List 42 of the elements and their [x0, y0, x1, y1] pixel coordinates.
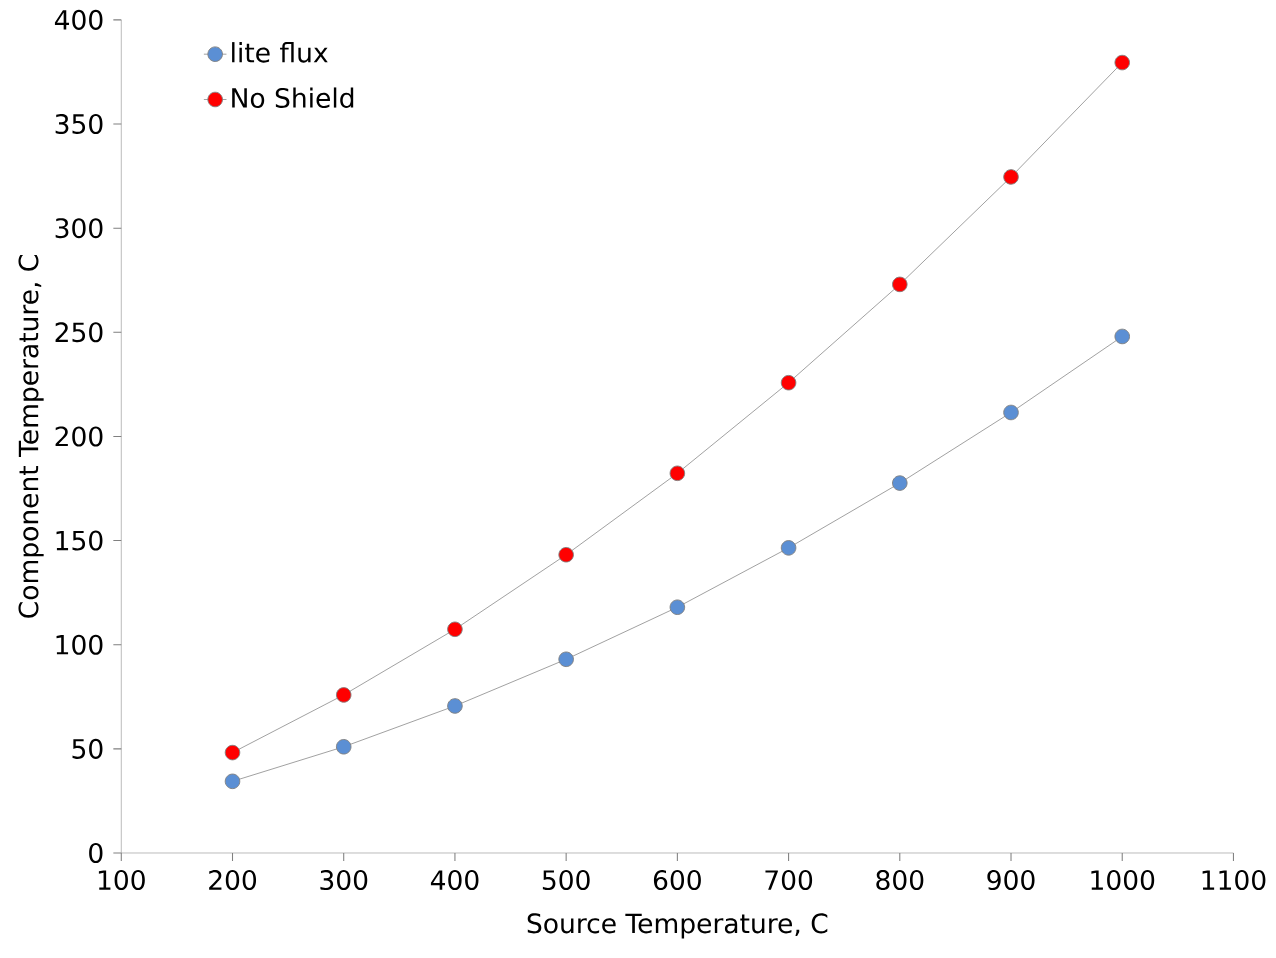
point: [780, 374, 797, 391]
y-tick-label: 400: [54, 9, 103, 30]
x-axis-title: Source Temperature, C: [527, 913, 828, 939]
x-tick-label: 1100: [1202, 869, 1266, 890]
y-tick-label: 300: [55, 217, 103, 238]
point: [669, 465, 686, 481]
y-tick-label: 150: [56, 530, 103, 551]
point: [1114, 54, 1130, 71]
point: [892, 475, 908, 491]
point: [335, 738, 352, 755]
x-tick-label: 1000: [1091, 869, 1155, 890]
point: [1003, 404, 1019, 421]
y-axis-title: Component Temperature, C: [18, 254, 44, 618]
point: [558, 546, 574, 563]
x-tick-label: 900: [987, 869, 1035, 890]
legend-label: No Shield: [232, 87, 354, 108]
point: [558, 651, 574, 667]
point: [224, 744, 241, 761]
point: [1114, 328, 1130, 345]
x-tick-label: 700: [765, 869, 813, 890]
point: [669, 599, 686, 615]
y-tick-label: 50: [72, 738, 103, 759]
y-tick-label: 0: [89, 842, 103, 863]
point: [447, 698, 463, 714]
y-tick-label: 350: [55, 113, 103, 134]
point: [1003, 168, 1019, 185]
x-tick-label: 300: [320, 869, 368, 890]
x-tick-label: 100: [98, 869, 145, 890]
y-tick-label: 250: [55, 322, 103, 343]
x-tick-label: 500: [542, 869, 590, 890]
x-tick-label: 200: [209, 869, 257, 890]
point: [224, 773, 241, 789]
legend-label: lite flux: [232, 41, 328, 63]
point: [780, 539, 797, 556]
point: [447, 621, 463, 637]
point: [892, 276, 908, 292]
y-tick-label: 200: [55, 426, 103, 447]
x-tick-label: 800: [876, 869, 924, 890]
x-tick-label: 400: [430, 869, 479, 890]
y-tick-label: 100: [56, 634, 103, 655]
x-tick-label: 600: [653, 869, 701, 890]
point: [335, 686, 352, 703]
